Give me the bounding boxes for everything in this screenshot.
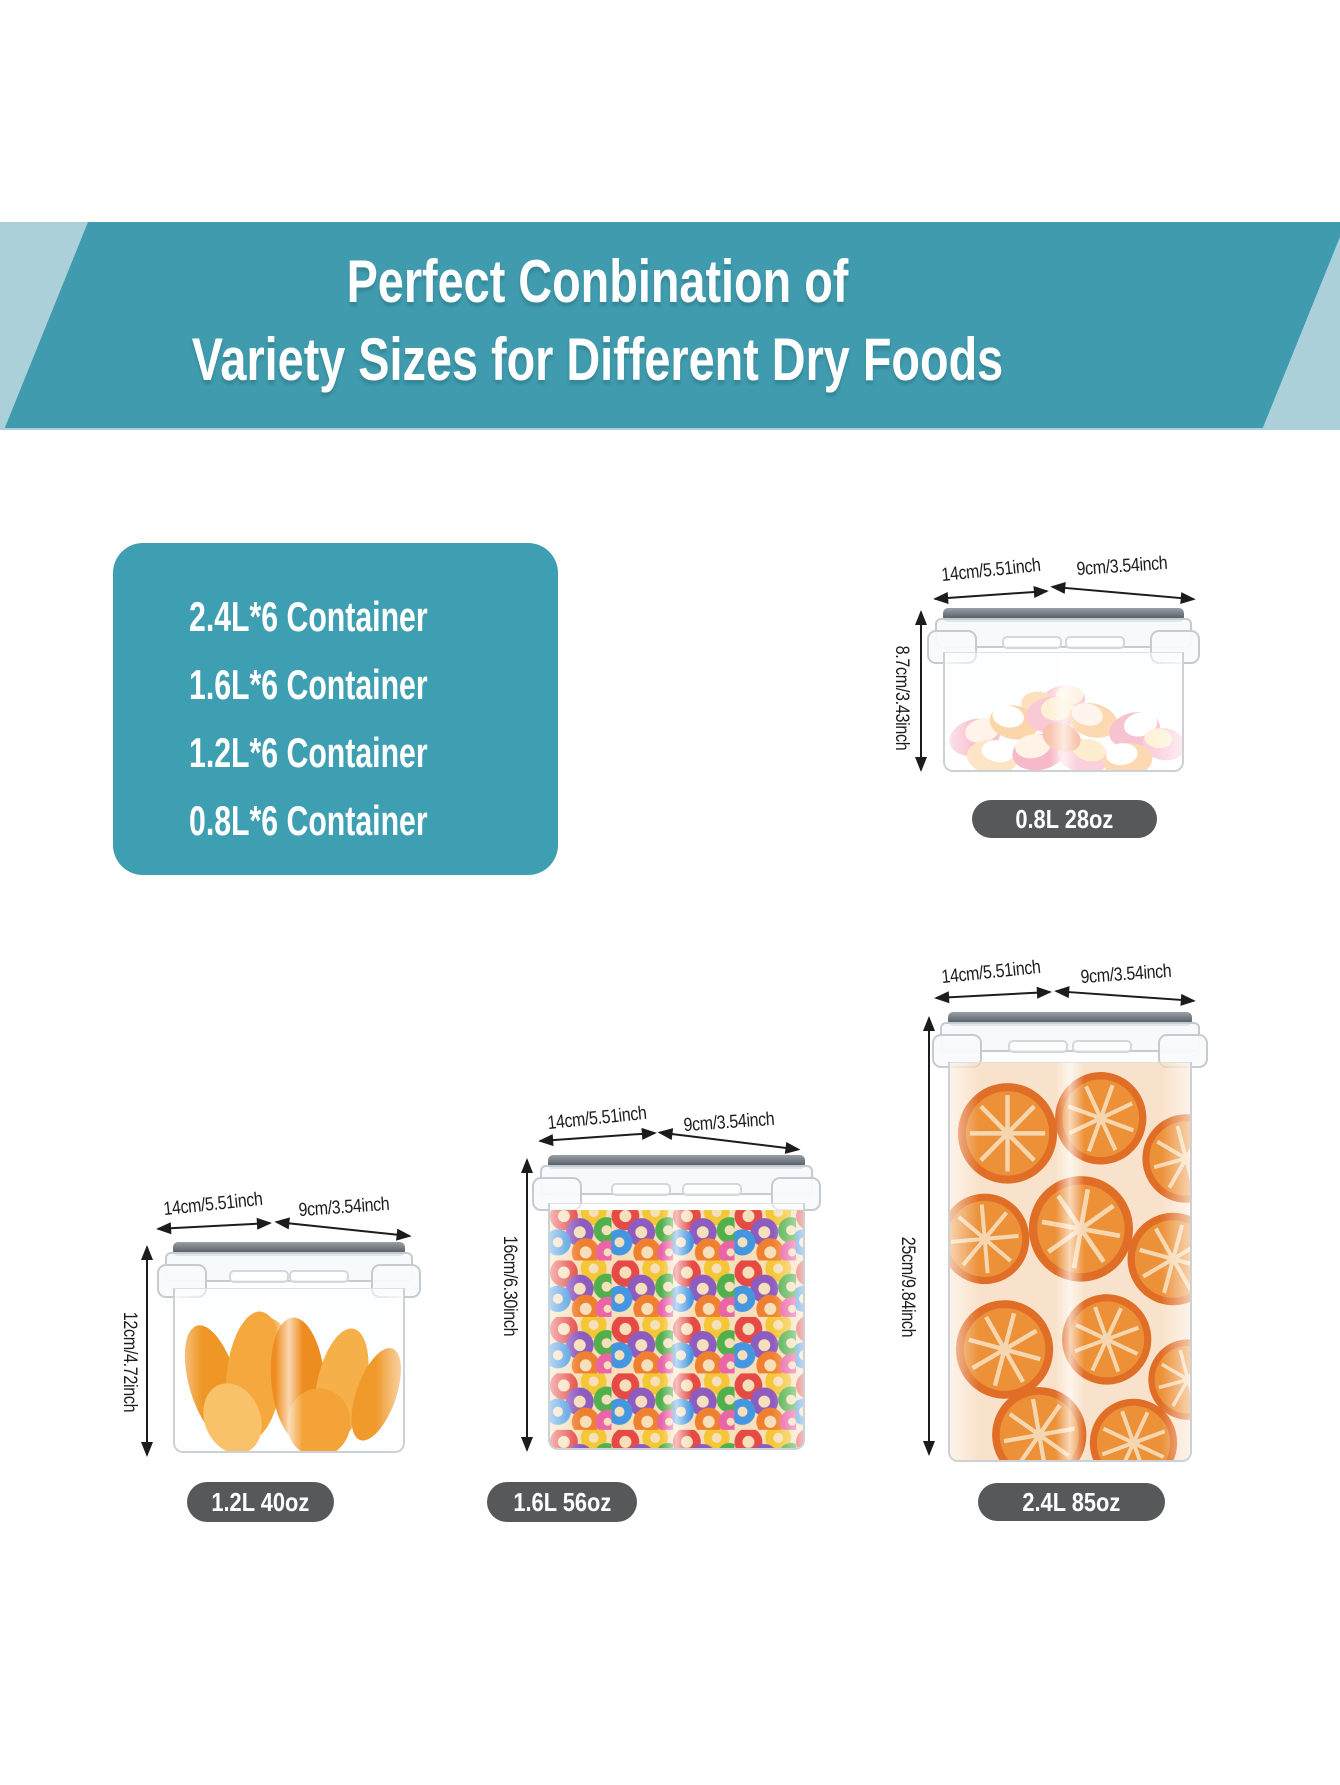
- depth-dimension-arrow: [1056, 990, 1194, 1002]
- height-dimension-label: 12cm/4.72inch: [119, 1311, 140, 1413]
- lid-flange: [935, 618, 1192, 648]
- lid-slot: [610, 1183, 671, 1196]
- size-list-item-2.4l: 2.4L*6 Container: [189, 593, 428, 640]
- lid-flange: [940, 1022, 1200, 1052]
- size-badge-label: 1.2L 40oz: [211, 1486, 310, 1517]
- height-dimension-arrow: [141, 1245, 153, 1457]
- container-body: [943, 652, 1184, 772]
- lid-slot: [1007, 1040, 1068, 1053]
- depth-dimension-label: 9cm/3.54inch: [1079, 960, 1173, 989]
- depth-dimension-label: 9cm/3.54inch: [297, 1193, 391, 1222]
- height-dimension-arrow: [521, 1158, 533, 1452]
- size-badge-label: 2.4L 85oz: [1022, 1486, 1121, 1517]
- height-dimension-arrow: [915, 610, 927, 772]
- banner-title-line2: Variety Sizes for Different Dry Foods: [191, 326, 1004, 393]
- size-badge-1.6l: 1.6L 56oz: [487, 1482, 637, 1522]
- lid-slot: [288, 1270, 349, 1283]
- width-dimension-arrow: [158, 1222, 270, 1230]
- size-list-padding: [113, 543, 558, 583]
- width-dimension-arrow: [935, 590, 1047, 600]
- width-dimension-arrow: [936, 991, 1050, 999]
- size-badge-label: 1.6L 56oz: [513, 1486, 611, 1517]
- lid-latch-right: [1150, 630, 1200, 664]
- size-badge-label: 0.8L 28oz: [1015, 803, 1114, 834]
- dried-mango-graphic: [184, 1311, 401, 1451]
- container-body: [948, 1062, 1192, 1462]
- depth-dimension-arrow: [1052, 585, 1194, 601]
- banner-title-line1: Perfect Conbination of: [346, 248, 849, 315]
- size-badge-1.2l: 1.2L 40oz: [187, 1482, 334, 1522]
- lid-slot: [229, 1270, 290, 1283]
- marshmallows-graphic: [949, 685, 1182, 770]
- depth-dimension-arrow: [659, 1131, 799, 1151]
- container-photo-0.8l: [927, 608, 1200, 772]
- size-list-item-0.8l: 0.8L*6 Container: [189, 797, 428, 844]
- cereal-loops-graphic: [550, 1210, 803, 1448]
- container-photo-1.6l: [532, 1155, 821, 1450]
- lid-slot: [682, 1183, 743, 1196]
- banner-title: Perfect Conbination of Variety Sizes for…: [15, 243, 1180, 399]
- size-badge-2.4l: 2.4L 85oz: [978, 1483, 1165, 1521]
- container-body: [548, 1203, 805, 1450]
- width-dimension-label: 14cm/5.51inch: [546, 1102, 648, 1135]
- size-list-item-1.2l: 1.2L*6 Container: [189, 729, 428, 776]
- height-dimension-arrow: [923, 1016, 935, 1456]
- width-dimension-label: 14cm/5.51inch: [940, 554, 1042, 587]
- depth-dimension-label: 9cm/3.54inch: [682, 1108, 776, 1137]
- depth-dimension-label: 9cm/3.54inch: [1075, 552, 1169, 581]
- height-dimension-label: 8.7cm/3.43inch: [891, 645, 912, 751]
- container-body: [173, 1288, 405, 1453]
- width-dimension-label: 14cm/5.51inch: [940, 956, 1042, 989]
- size-list-box: 2.4L*6 Container 1.6L*6 Container 1.2L*6…: [113, 543, 558, 875]
- container-photo-1.2l: [157, 1242, 421, 1453]
- lid-slot: [1065, 636, 1126, 649]
- container-photo-2.4l: [932, 1012, 1208, 1462]
- depth-dimension-arrow: [276, 1221, 410, 1237]
- size-badge-0.8l: 0.8L 28oz: [972, 800, 1157, 838]
- dried-orange-slices-graphic: [950, 1063, 1190, 1460]
- lid-slot: [1072, 1040, 1133, 1053]
- size-list-item-1.6l: 1.6L*6 Container: [189, 661, 428, 708]
- lid-flange: [540, 1165, 813, 1195]
- lid-slot: [1001, 636, 1062, 649]
- width-dimension-label: 14cm/5.51inch: [162, 1188, 264, 1221]
- height-dimension-label: 25cm/9.84inch: [897, 1236, 918, 1338]
- height-dimension-label: 16cm/6.30inch: [499, 1235, 520, 1337]
